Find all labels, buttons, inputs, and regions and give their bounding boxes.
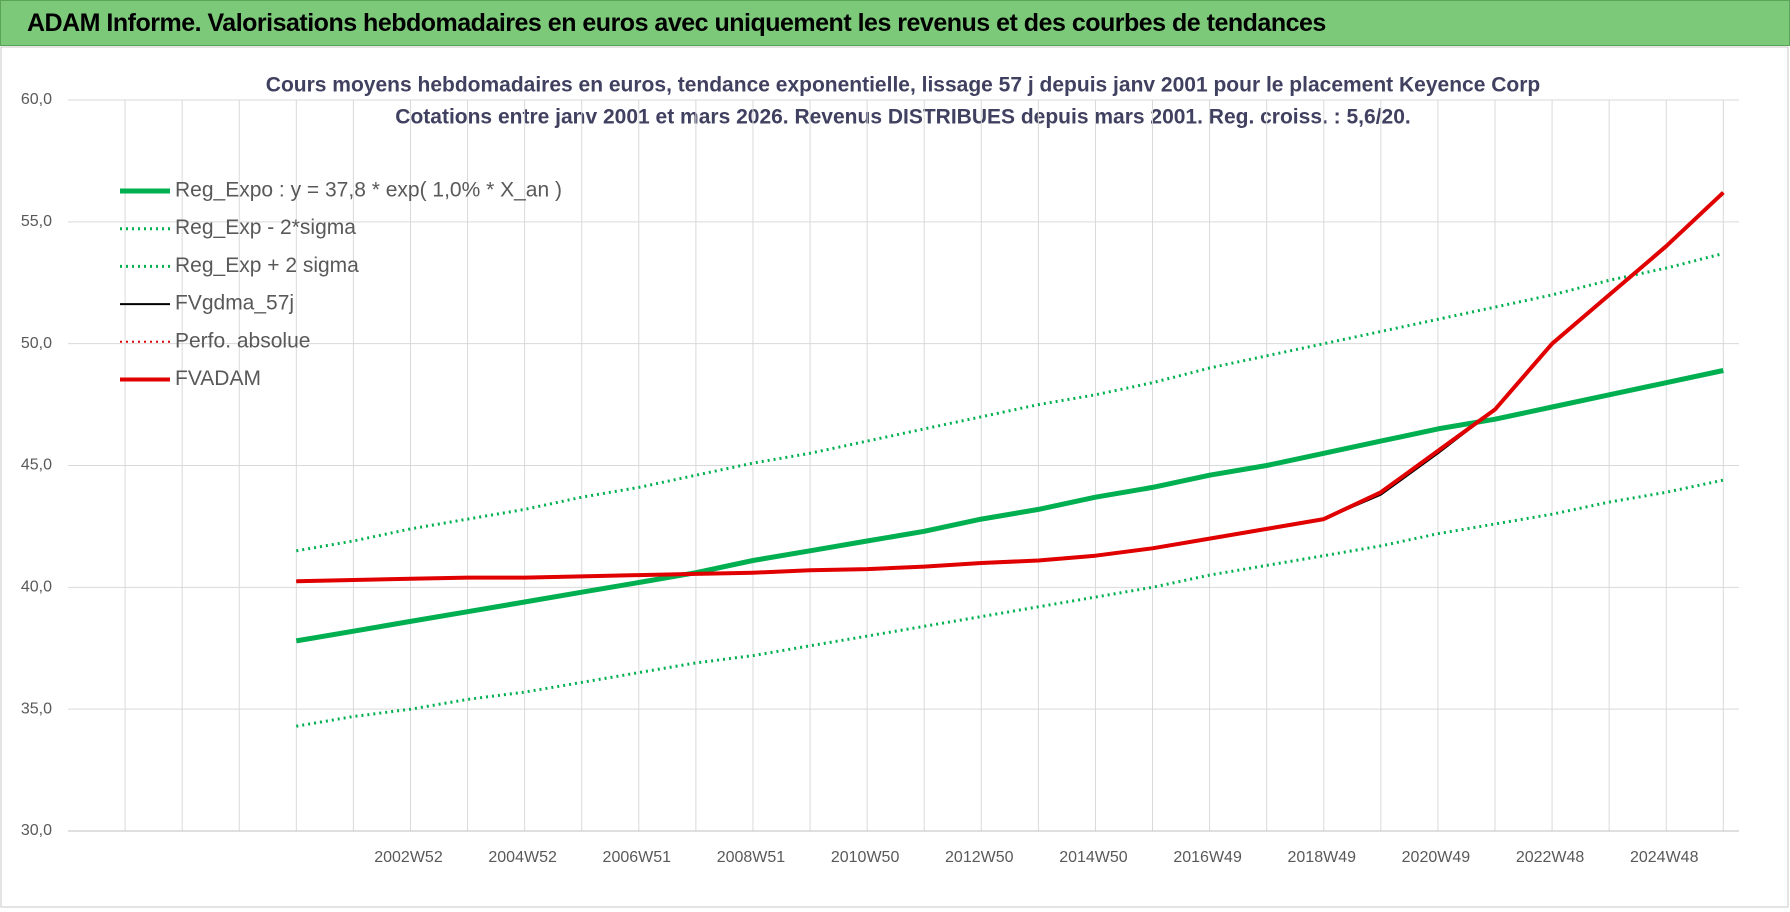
chart-title: Cours moyens hebdomadaires en euros, ten… [266,74,1540,97]
header-title: ADAM Informe. Valorisations hebdomadaire… [27,9,1326,37]
header: ADAM Informe. Valorisations hebdomadaire… [0,0,1790,46]
chart: Cours moyens hebdomadaires en euros, ten… [0,46,1789,908]
y-tick-label: 40,0 [21,579,52,596]
y-tick-label: 35,0 [21,700,52,717]
x-tick-label: 2002W52 [374,849,443,866]
x-tick-label: 2010W50 [831,849,900,866]
y-tick-label: 50,0 [21,335,52,352]
x-tick-label: 2024W48 [1630,849,1699,866]
x-tick-label: 2014W50 [1059,849,1128,866]
x-tick-label: 2022W48 [1516,849,1585,866]
legend-label: FVADAM [175,367,261,390]
series-line [295,368,1724,644]
legend-label: Perfo. absolue [175,329,310,352]
legend-label: Reg_Exp - 2*sigma [175,216,356,239]
x-tick-label: 2006W51 [603,849,672,866]
x-tick-label: 2012W50 [945,849,1014,866]
legend-label: FVgdma_57j [175,292,294,315]
x-tick-label: 2016W49 [1173,849,1242,866]
series-line [296,252,1724,553]
y-tick-label: 55,0 [21,213,52,230]
x-tick-label: 2008W51 [717,849,786,866]
y-tick-label: 45,0 [21,457,52,474]
legend-label: Reg_Expo : y = 37,8 * exp( 1,0% * X_an ) [175,179,562,202]
chart-subtitle: Cotations entre janv 2001 et mars 2026. … [395,106,1410,129]
legend-label: Reg_Exp + 2 sigma [175,254,359,277]
x-tick-label: 2020W49 [1402,849,1471,866]
series-line [296,478,1724,728]
y-tick-label: 60,0 [21,91,52,108]
y-tick-label: 30,0 [21,822,52,839]
chart-frame [0,46,1789,908]
x-tick-label: 2018W49 [1288,849,1357,866]
x-tick-label: 2004W52 [488,849,557,866]
series-line [296,191,1725,584]
